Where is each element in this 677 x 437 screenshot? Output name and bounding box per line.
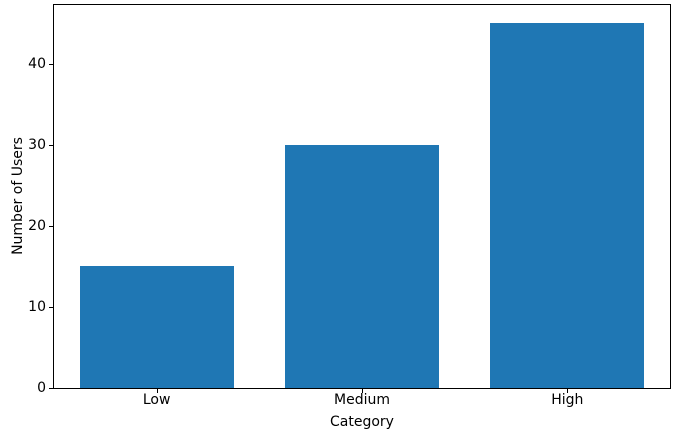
x-axis-label: Category bbox=[330, 414, 394, 430]
y-tick-mark bbox=[49, 388, 53, 389]
bar-high bbox=[490, 23, 645, 388]
y-tick-mark bbox=[49, 63, 53, 65]
y-tick-mark bbox=[49, 306, 53, 308]
x-tick-label: High bbox=[551, 392, 584, 408]
y-tick-label: 20 bbox=[28, 217, 46, 234]
y-tick-mark bbox=[49, 225, 53, 227]
y-tick-label: 0 bbox=[37, 380, 46, 396]
x-tick-mark bbox=[362, 389, 363, 393]
x-tick-label: Low bbox=[142, 392, 171, 408]
bar-low bbox=[79, 266, 234, 388]
y-tick-mark bbox=[49, 144, 53, 146]
x-tick-label: Medium bbox=[334, 392, 390, 408]
y-axis-label: Number of Users bbox=[10, 137, 26, 255]
x-tick-mark bbox=[156, 389, 158, 393]
x-tick-mark bbox=[567, 389, 569, 393]
bar-medium bbox=[285, 144, 439, 388]
y-tick-label: 30 bbox=[28, 136, 46, 153]
y-tick-label: 40 bbox=[28, 55, 46, 72]
y-tick-label: 10 bbox=[28, 298, 46, 315]
plot-area bbox=[53, 4, 671, 389]
